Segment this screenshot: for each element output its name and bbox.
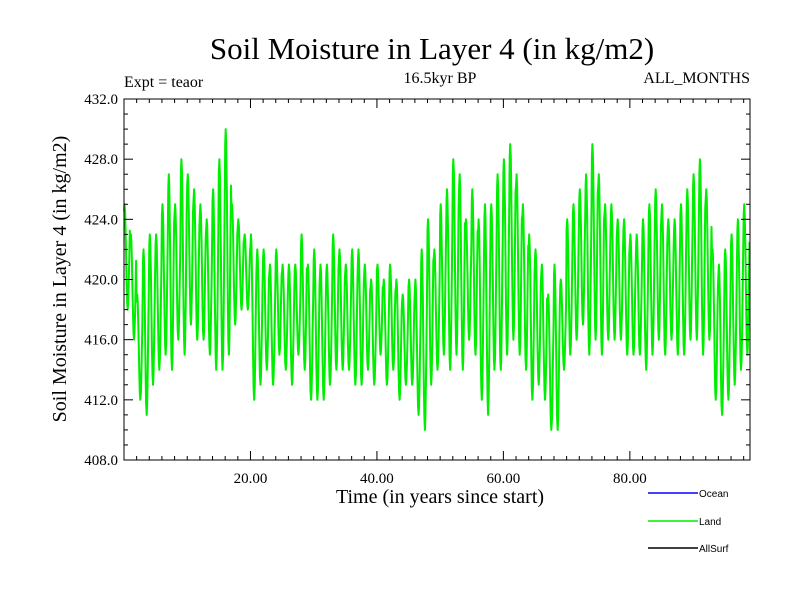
y-axis-label: Soil Moisture in Layer 4 (in kg/m2) bbox=[49, 136, 71, 423]
chart-title: Soil Moisture in Layer 4 (in kg/m2) bbox=[210, 31, 654, 66]
y-tick-label: 420.0 bbox=[84, 273, 118, 289]
legend-label-ocean: Ocean bbox=[699, 489, 728, 500]
y-tick-label: 408.0 bbox=[84, 453, 118, 469]
y-tick-label: 428.0 bbox=[84, 152, 118, 168]
legend-label-land: Land bbox=[699, 517, 721, 528]
x-axis-label: Time (in years since start) bbox=[336, 486, 544, 508]
x-tick-label: 20.00 bbox=[234, 471, 268, 487]
y-tick-label: 424.0 bbox=[84, 212, 118, 228]
series-layer bbox=[123, 128, 751, 431]
x-tick-label: 80.00 bbox=[613, 471, 647, 487]
months-label: ALL_MONTHS bbox=[643, 70, 750, 87]
plot-area: 20.00 40.00 60.00 80.00 408.0 412.0 416.0 420.… bbox=[84, 92, 751, 487]
legend: Ocean Land AllSurf bbox=[648, 489, 729, 555]
x-tick-label: 40.00 bbox=[360, 471, 394, 487]
series-line-land bbox=[123, 128, 751, 431]
y-tick-label: 416.0 bbox=[84, 333, 118, 349]
x-ticks: 20.00 40.00 60.00 80.00 bbox=[136, 99, 745, 487]
chart-subtitle: 16.5kyr BP bbox=[404, 70, 477, 87]
experiment-label: Expt = teaor bbox=[124, 74, 204, 91]
y-tick-label: 412.0 bbox=[84, 393, 118, 409]
x-tick-label: 60.00 bbox=[487, 471, 521, 487]
legend-label-allsurf: AllSurf bbox=[699, 544, 729, 555]
y-ticks: 408.0 412.0 416.0 420.0 424.0 428.0 432.0 bbox=[84, 92, 750, 469]
y-tick-label: 432.0 bbox=[84, 92, 118, 108]
